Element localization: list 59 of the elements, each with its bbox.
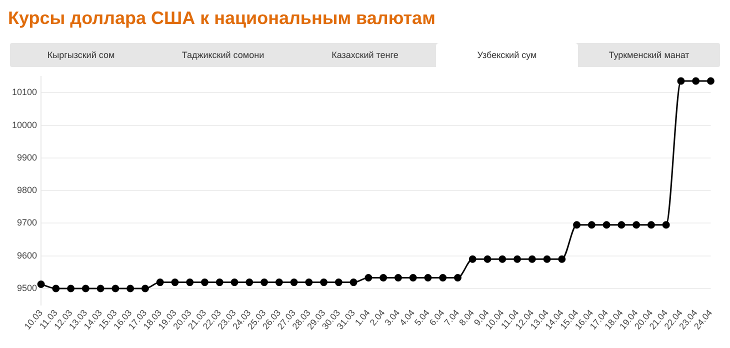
- point: [632, 221, 640, 229]
- point: [112, 284, 120, 292]
- y-tick-label: 10100: [12, 87, 38, 98]
- point: [380, 274, 388, 282]
- point: [394, 274, 402, 282]
- point: [275, 278, 283, 286]
- point: [677, 77, 685, 85]
- point: [290, 278, 298, 286]
- point: [409, 274, 417, 282]
- point: [454, 274, 462, 282]
- point: [528, 255, 536, 263]
- point: [230, 278, 238, 286]
- y-tick-label: 10000: [12, 120, 38, 130]
- point: [82, 284, 90, 292]
- point: [364, 274, 372, 282]
- point: [141, 284, 149, 292]
- point: [305, 278, 313, 286]
- point: [126, 284, 134, 292]
- point: [573, 221, 581, 229]
- point: [706, 77, 714, 85]
- text: Казахский тенге: [330, 49, 400, 62]
- point: [692, 77, 700, 85]
- y-tick-label: 9600: [16, 250, 38, 260]
- point: [602, 221, 610, 229]
- point: [260, 278, 268, 286]
- point: [334, 278, 342, 286]
- text: Кыргызский сом: [46, 49, 116, 62]
- text: Туркменский манат: [608, 49, 690, 62]
- point: [350, 278, 358, 286]
- point: [186, 278, 194, 286]
- point: [156, 278, 164, 286]
- point: [514, 255, 522, 263]
- point: [216, 278, 224, 286]
- point: [484, 255, 492, 263]
- point: [52, 284, 60, 292]
- y-tick-label: 9800: [16, 185, 38, 196]
- point: [439, 274, 447, 282]
- point: [662, 221, 670, 229]
- point: [37, 280, 45, 288]
- text: Узбекский сум: [436, 43, 578, 67]
- y-tick-label: 9900: [16, 152, 38, 162]
- point: [200, 278, 208, 286]
- text: Таджикский сомони: [180, 49, 266, 62]
- point: [498, 255, 506, 263]
- point: [424, 274, 432, 282]
- point: [558, 255, 566, 263]
- chart-title: Курсы доллара США к национальным валютам: [8, 8, 436, 29]
- point: [246, 278, 254, 286]
- point: [618, 221, 626, 229]
- point: [67, 284, 75, 292]
- point: [588, 221, 596, 229]
- point: [468, 255, 476, 263]
- y-tick-label: 9500: [16, 282, 38, 293]
- point: [320, 278, 328, 286]
- point: [96, 284, 104, 292]
- point: [543, 255, 551, 263]
- point: [647, 221, 655, 229]
- y-tick-label: 9700: [16, 218, 38, 228]
- point: [171, 278, 179, 286]
